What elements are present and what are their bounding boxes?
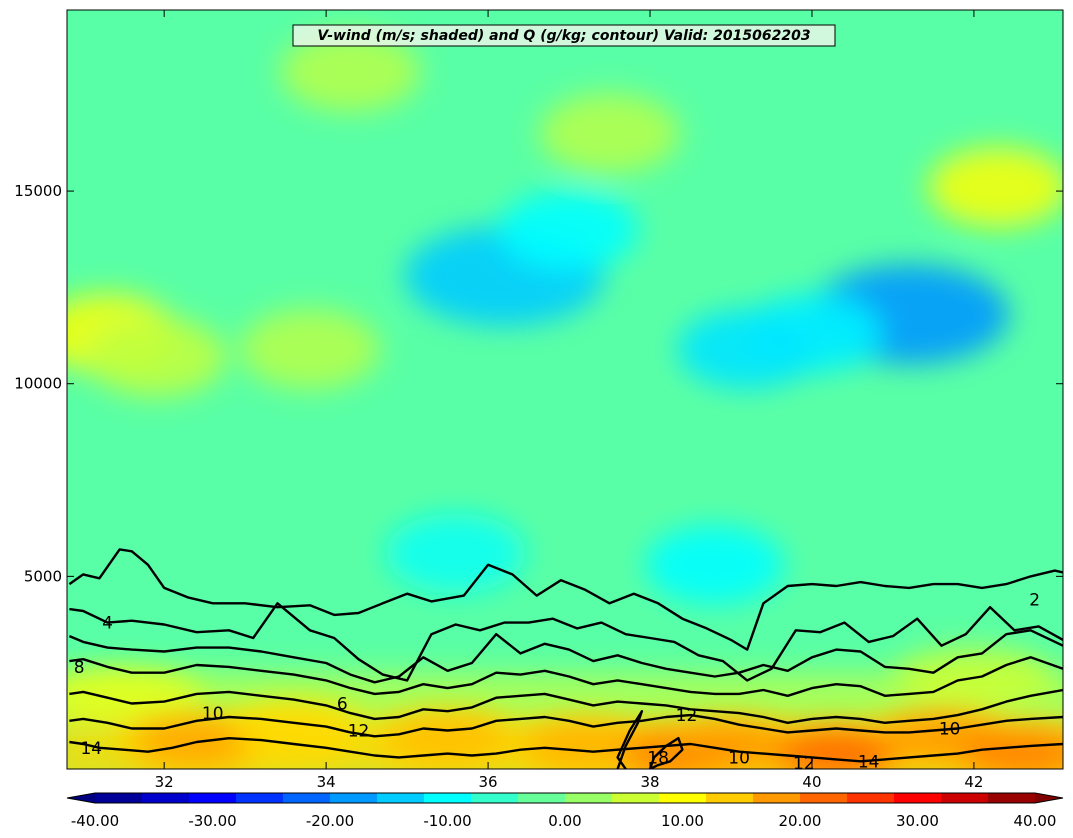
contour-label: 2 [1029, 590, 1040, 610]
x-axis: 32 34 36 38 40 42 [155, 10, 983, 791]
colorbar-segment [894, 793, 942, 803]
colorbar-extend-low [67, 793, 95, 803]
moisture-contour-layer [68, 548, 1063, 769]
contour-label: 8 [74, 658, 85, 678]
wind-feature-11 [239, 309, 380, 390]
colorbar-segment [377, 793, 425, 803]
x-tick-label: 36 [479, 773, 498, 791]
colorbar-segment [565, 793, 613, 803]
contour-label: 18 [647, 748, 669, 768]
wind-feature-5 [644, 524, 785, 605]
colorbar-tick-label: 40.00 [1014, 812, 1057, 830]
surface-wind-feature-3 [525, 723, 646, 768]
colorbar-tick-label: 0.00 [548, 812, 581, 830]
colorbar-segment [659, 793, 707, 803]
colorbar-segment [753, 793, 801, 803]
plot-frame [66, 9, 1064, 770]
surface-wind-feature-1 [233, 708, 354, 753]
contour-q-2 [68, 548, 1063, 651]
contour-label: 14 [858, 752, 880, 772]
contour-label: 12 [676, 706, 698, 726]
wind-feature-9 [928, 147, 1063, 228]
contour-q-8 [69, 656, 1063, 697]
colorbar-outline [66, 792, 1064, 804]
contour-q-10 [69, 688, 1063, 724]
contour-q-16 [616, 710, 644, 769]
contour-q-6 [68, 629, 1063, 684]
colorbar-tick-label: -20.00 [306, 812, 354, 830]
wind-feature-10 [280, 31, 421, 112]
surface-wind-feature-6 [776, 731, 897, 769]
colorbar-segment [424, 793, 472, 803]
contour-q-14 [69, 737, 1063, 763]
colorbar-tick-labels: -40.00 -30.00 -20.00 -10.00 0.00 10.00 20.00 30… [71, 812, 1057, 830]
surface-wind-feature-8 [962, 731, 1063, 769]
colorbar [66, 792, 1064, 804]
x-tick-label: 34 [317, 773, 336, 791]
chart-title-background [292, 24, 836, 47]
colorbar-segment [847, 793, 895, 803]
contour-label: 6 [337, 695, 348, 715]
y-axis: 5000 10000 15000 [14, 182, 1063, 585]
colorbar-segment [142, 793, 190, 803]
contour-q-4 [69, 602, 1063, 682]
y-tick-label: 5000 [24, 567, 62, 585]
contour-label: 12 [793, 754, 815, 774]
wind-feature-12 [539, 93, 680, 174]
colorbar-segment [706, 793, 754, 803]
colorbar-segment [941, 793, 989, 803]
contour-q-18 [648, 737, 684, 769]
wind-feature-1 [499, 189, 640, 270]
colorbar-tick-label: -10.00 [423, 812, 471, 830]
colorbar-segment [471, 793, 519, 803]
colorbar-segment [612, 793, 660, 803]
wind-field-layer [67, 31, 1063, 769]
contour-label: 4 [102, 614, 113, 634]
x-tick-label: 38 [640, 773, 659, 791]
contour-label: 10 [202, 704, 224, 724]
contour-label: 14 [80, 739, 102, 759]
contour-label: 10 [728, 748, 750, 768]
wind-feature-4 [677, 309, 818, 390]
chart-title: V-wind (m/s; shaded) and Q (g/kg; contou… [317, 28, 810, 44]
colorbar-extend-high [1035, 793, 1063, 803]
contour-q-12 [69, 713, 1063, 738]
x-tick-label: 40 [802, 773, 821, 791]
wind-feature-6 [385, 513, 526, 594]
colorbar-segment [189, 793, 237, 803]
x-tick-label: 32 [155, 773, 174, 791]
colorbar-segment [330, 793, 378, 803]
colorbar-tick-label: 20.00 [779, 812, 822, 830]
colorbar-tick-label: 10.00 [661, 812, 704, 830]
y-tick-label: 15000 [14, 182, 62, 200]
contour-label: 10 [939, 720, 961, 740]
colorbar-segment [518, 793, 566, 803]
x-tick-label: 42 [964, 773, 983, 791]
contour-label: 12 [348, 721, 370, 741]
colorbar-segment [236, 793, 284, 803]
colorbar-tick-label: -30.00 [188, 812, 236, 830]
colorbar-tick-label: -40.00 [71, 812, 119, 830]
colorbar-segment [95, 793, 143, 803]
wind-feature-8 [86, 316, 227, 397]
colorbar-tick-label: 30.00 [896, 812, 939, 830]
plot-area: 2 4 6 8 10 10 10 12 12 12 14 14 18 [67, 10, 1063, 774]
contour-label-layer: 2 4 6 8 10 10 10 12 12 12 14 14 18 [74, 590, 1040, 774]
chart-title-box: V-wind (m/s; shaded) and Q (g/kg; contou… [292, 24, 836, 47]
colorbar-segment [283, 793, 331, 803]
surface-wind-feature-5 [671, 723, 791, 768]
colorbar-segment [800, 793, 848, 803]
y-tick-label: 10000 [14, 375, 62, 393]
colorbar-segment [988, 793, 1036, 803]
